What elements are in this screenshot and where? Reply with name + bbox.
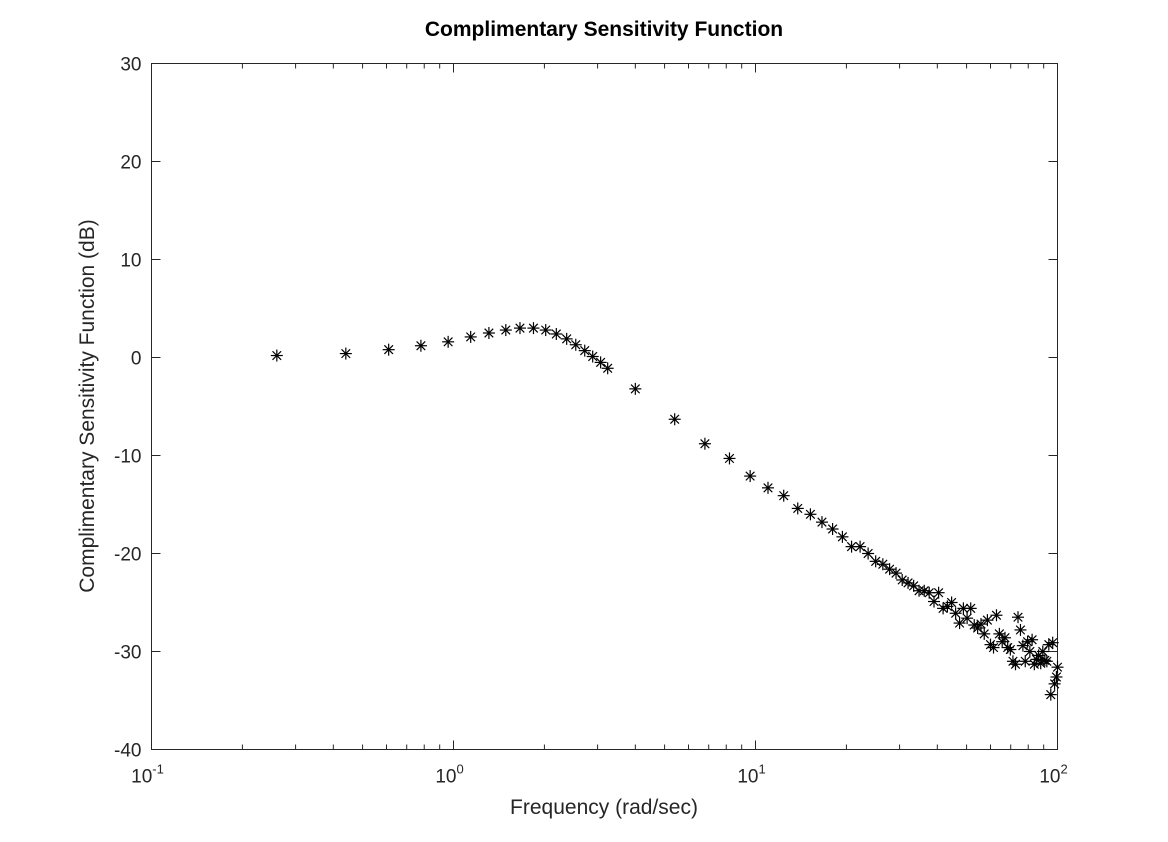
- data-point: [978, 627, 991, 640]
- data-point: [513, 322, 526, 335]
- data-point: [1004, 643, 1017, 656]
- data-point: [990, 609, 1003, 622]
- x-tick-exponent: -1: [152, 762, 164, 777]
- data-point: [836, 530, 849, 543]
- data-point: [1050, 670, 1063, 683]
- data-point: [1014, 623, 1027, 636]
- x-tick-label: 100: [435, 762, 463, 788]
- data-point: [539, 324, 552, 337]
- data-point: [569, 338, 582, 351]
- data-point: [339, 347, 352, 360]
- data-point: [998, 631, 1011, 644]
- x-tick-label: 102: [1039, 762, 1067, 788]
- data-point: [826, 523, 839, 535]
- data-point: [918, 584, 931, 597]
- data-point: [777, 489, 790, 502]
- data-point: [270, 349, 283, 362]
- x-tick-label: 10-1: [131, 762, 164, 788]
- data-point: [791, 502, 804, 515]
- x-tick-base: 10: [737, 767, 758, 788]
- x-tick-exponent: 1: [758, 762, 765, 777]
- data-point: [953, 617, 966, 630]
- y-tick-label: -20: [114, 545, 141, 566]
- data-point: [698, 437, 711, 450]
- data-point: [1012, 611, 1025, 624]
- data-point: [945, 596, 958, 609]
- plot-frame: [151, 63, 1058, 750]
- data-point: [862, 547, 875, 560]
- data-point: [981, 614, 994, 627]
- data-point: [815, 516, 828, 529]
- y-tick-label: 20: [120, 153, 141, 174]
- data-point: [414, 339, 427, 352]
- y-axis-label: Complimentary Sensitivity Function (dB): [76, 219, 99, 592]
- y-tick-label: -30: [114, 643, 141, 664]
- data-point: [723, 452, 736, 465]
- y-tick-label: -10: [114, 447, 141, 468]
- data-point: [949, 607, 962, 620]
- data-point: [482, 327, 495, 339]
- data-point: [1046, 636, 1059, 649]
- data-point: [928, 595, 941, 608]
- y-tick-label: 10: [120, 251, 141, 272]
- x-tick-label: 101: [737, 762, 765, 788]
- data-point: [560, 332, 573, 345]
- data-point: [464, 330, 477, 343]
- x-tick-labels: 10-1 100 101 102: [131, 762, 1068, 788]
- axis-ticks: [151, 63, 1058, 750]
- data-point: [1044, 688, 1057, 701]
- data-point: [854, 540, 867, 553]
- data-point: [1040, 655, 1053, 668]
- data-point: [1023, 645, 1036, 658]
- x-tick-exponent: 2: [1060, 762, 1067, 777]
- data-point: [964, 602, 977, 615]
- data-point: [1038, 654, 1051, 667]
- data-point: [744, 470, 757, 483]
- data-point: [902, 576, 915, 589]
- y-tick-labels: 30 20 10 0 -10 -20 -30 -40: [114, 55, 141, 762]
- data-point: [987, 641, 1000, 654]
- data-point: [1048, 677, 1061, 690]
- x-tick-base: 10: [435, 767, 456, 788]
- data-point: [876, 558, 889, 571]
- data-point: [629, 382, 642, 395]
- data-point: [804, 508, 817, 521]
- data-point: [550, 327, 563, 340]
- data-point: [601, 362, 614, 375]
- x-axis-label: Frequency (rad/sec): [510, 796, 698, 819]
- data-point: [1009, 658, 1022, 671]
- data-point: [883, 563, 896, 576]
- data-point: [578, 344, 591, 357]
- data-point: [1051, 661, 1064, 674]
- y-tick-label: 0: [131, 349, 142, 370]
- data-point: [1019, 655, 1032, 668]
- data-points: [270, 322, 1064, 701]
- x-tick-base: 10: [131, 767, 152, 788]
- data-point: [586, 350, 599, 363]
- data-point: [932, 586, 945, 599]
- y-tick-label: 30: [120, 55, 141, 76]
- data-point: [594, 356, 607, 369]
- x-tick-base: 10: [1039, 767, 1060, 788]
- data-point: [527, 322, 540, 335]
- chart-title: Complimentary Sensitivity Function: [425, 18, 783, 41]
- x-tick-exponent: 0: [456, 762, 463, 777]
- y-tick-label: -40: [114, 741, 141, 762]
- data-point: [974, 618, 987, 631]
- data-point: [499, 324, 512, 337]
- data-point: [382, 343, 395, 356]
- data-point: [762, 481, 775, 494]
- data-point: [668, 413, 681, 426]
- data-point: [1026, 633, 1039, 646]
- data-point: [961, 612, 974, 625]
- data-point: [442, 335, 455, 348]
